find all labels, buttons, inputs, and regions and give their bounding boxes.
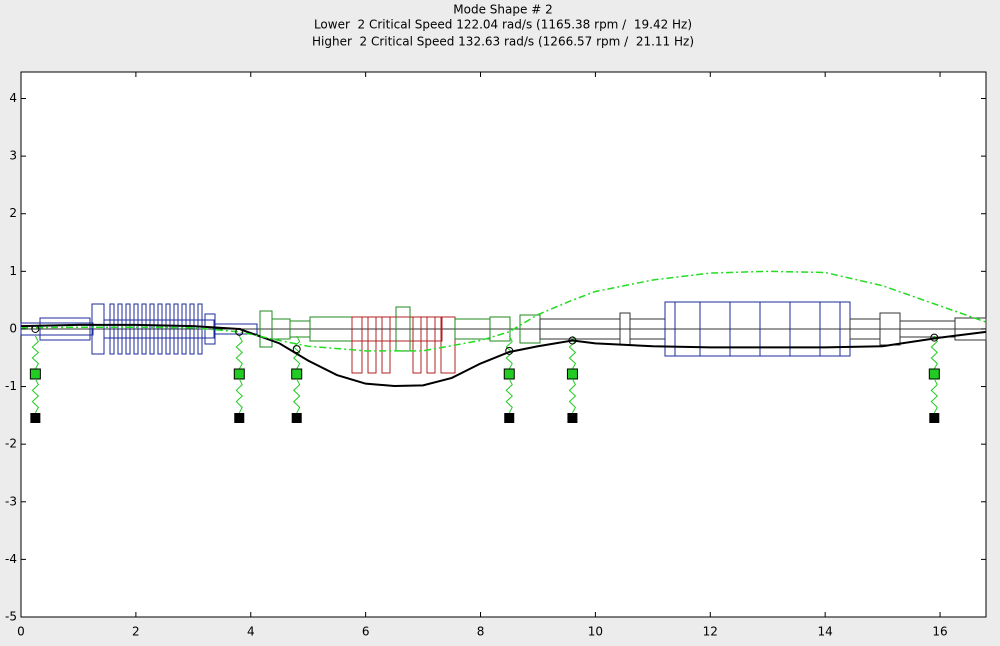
mode-shape-line	[20, 323, 987, 387]
y-tick-label: 3	[9, 149, 17, 163]
bearing	[291, 368, 303, 380]
y-tick-label: -5	[5, 610, 17, 624]
x-tick-label: 0	[17, 625, 25, 639]
blades	[109, 303, 203, 355]
x-tick-label: 14	[818, 625, 833, 639]
bearing-spring	[505, 378, 513, 414]
bearing-spring	[292, 335, 301, 370]
bearing	[503, 368, 515, 380]
bearing	[233, 368, 245, 380]
bearing-spring	[31, 378, 40, 414]
x-tick-label: 10	[588, 625, 603, 639]
x-tick-label: 6	[362, 625, 370, 639]
bearing	[928, 368, 940, 380]
shaft	[489, 316, 511, 342]
node-marker	[292, 345, 301, 354]
x-tick-label: 4	[247, 625, 255, 639]
disc	[395, 306, 411, 352]
x-tick-label: 2	[132, 625, 140, 639]
node-marker	[31, 324, 40, 333]
y-tick-label: 0	[9, 321, 17, 335]
bearing-ground	[234, 413, 245, 423]
bearing-ground	[567, 413, 578, 423]
bearing	[29, 368, 41, 380]
node-marker	[235, 327, 244, 336]
bearing-ground	[291, 413, 302, 423]
bearing-spring	[31, 335, 40, 370]
bearing-spring	[568, 378, 577, 414]
y-tick-label: -4	[5, 552, 17, 566]
x-tick-label: 8	[477, 625, 485, 639]
rotor	[20, 301, 987, 374]
shaft	[39, 317, 91, 341]
bearing-ground	[30, 413, 41, 423]
bearing-ground	[929, 413, 940, 423]
bearing-spring	[930, 378, 939, 414]
mode-shape-line	[20, 270, 987, 352]
red-discs	[351, 316, 456, 374]
bearing-ground	[504, 413, 515, 423]
node-marker	[930, 333, 939, 342]
rotor-segments	[674, 302, 841, 356]
node-marker	[568, 336, 577, 345]
bearing-spring	[235, 378, 244, 414]
node-marker	[505, 346, 514, 355]
shaft	[103, 319, 215, 339]
y-tick-label: -1	[5, 379, 17, 393]
y-tick-label: 4	[9, 91, 17, 105]
bearing-spring	[930, 335, 939, 370]
chart-subtitle: Higher 2 Critical Speed 132.63 rad/s (12…	[312, 35, 694, 49]
y-tick-label: -3	[5, 494, 17, 508]
x-tick-label: 12	[703, 625, 718, 639]
bearing-spring	[235, 335, 244, 370]
x-tick-label: 16	[932, 625, 947, 639]
y-tick-label: 2	[9, 206, 17, 220]
y-tick-label: -2	[5, 437, 17, 451]
chart-subtitle: Lower 2 Critical Speed 122.04 rad/s (116…	[314, 18, 692, 32]
chart-title: Mode Shape # 2	[453, 3, 552, 17]
bearing-spring	[292, 378, 301, 414]
y-tick-label: 1	[9, 264, 17, 278]
bearing	[566, 368, 578, 380]
